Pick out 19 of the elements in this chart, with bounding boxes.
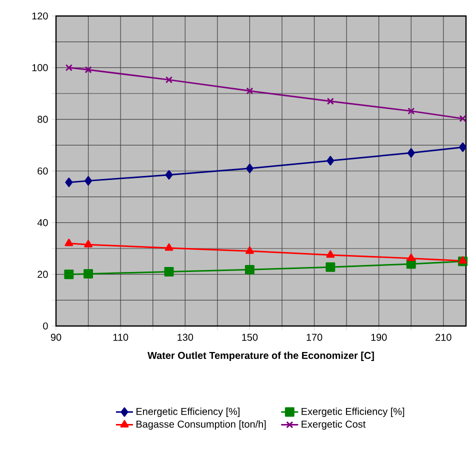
x-tick-label: 170 [306, 334, 322, 341]
x-tick-label: 190 [371, 334, 387, 341]
y-tick-label: 120 [32, 12, 48, 20]
y-tick-label: 60 [38, 167, 48, 175]
y-tick-label: 0 [43, 322, 48, 330]
x-tick-label: 90 [50, 334, 62, 341]
legend-label: Energetic Efficiency [%] [136, 408, 240, 417]
x-tick-label: 210 [436, 334, 452, 341]
legend-label: Exergetic Cost [302, 420, 366, 430]
x-axis-title: Water Outlet Temperature of the Economizer [C] [148, 352, 374, 361]
x-tick-label: 150 [242, 334, 258, 341]
y-tick-label: 20 [38, 270, 48, 278]
legend-label: Exergetic Efficiency [%] [302, 408, 404, 417]
x-tick-label: 110 [113, 334, 128, 341]
y-tick-label: 40 [37, 219, 48, 226]
y-tick-label: 80 [38, 116, 48, 123]
x-tick-label: 130 [178, 334, 194, 341]
legend-label: Bagasse Consumption [ton/h] [136, 420, 266, 430]
y-tick-label: 100 [32, 64, 48, 72]
